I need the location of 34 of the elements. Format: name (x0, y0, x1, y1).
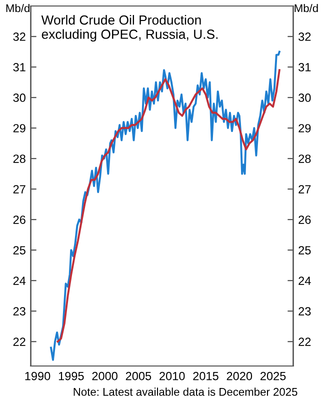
y-tick-label: 24 (13, 276, 26, 285)
x-tick-label: 2010 (160, 372, 185, 380)
y2-tick-label: 22 (298, 338, 311, 346)
y2-tick-label: 26 (298, 216, 311, 224)
text: Note: Latest available data is December 2025 (74, 388, 298, 396)
y2-tick-label: 32 (298, 32, 311, 41)
x-tick-label: 2005 (126, 372, 152, 380)
y2-tick-label: 23 (298, 307, 311, 316)
y2-tick-label: 27 (298, 185, 311, 194)
x-tick-label: 2025 (260, 372, 286, 380)
y-tick-label: 25 (13, 246, 26, 254)
y-tick-label: 23 (13, 307, 26, 316)
y2-tick-label: 28 (298, 154, 311, 163)
y-tick-label: 22 (13, 338, 26, 346)
x-tick-label: 2020 (226, 372, 252, 380)
y-tick-label: 32 (13, 32, 26, 41)
y2-tick-label: 24 (298, 276, 311, 285)
y-tick-label: 30 (13, 94, 26, 102)
y-axis-title: Mb/d (6, 4, 30, 12)
x-tick-label: 1995 (58, 372, 84, 380)
text: World Crude Oil Production excluding OPEC, Russia, U.S. (41, 15, 218, 42)
y-tick-label: 26 (13, 216, 26, 224)
x-tick-label: 1990 (25, 372, 50, 380)
y2-tick-label: 31 (298, 63, 311, 72)
y2-tick-label: 29 (298, 124, 311, 132)
y-tick-label: 27 (13, 185, 26, 194)
y-tick-label: 28 (13, 154, 26, 163)
y-tick-label: 29 (13, 124, 26, 132)
y2-axis-title: Mb/d (294, 4, 318, 12)
x-tick-label: 2000 (92, 372, 118, 380)
y2-tick-label: 25 (298, 246, 311, 254)
y-tick-label: 31 (13, 63, 26, 72)
x-tick-label: 2015 (193, 372, 218, 380)
y2-tick-label: 30 (298, 94, 311, 102)
